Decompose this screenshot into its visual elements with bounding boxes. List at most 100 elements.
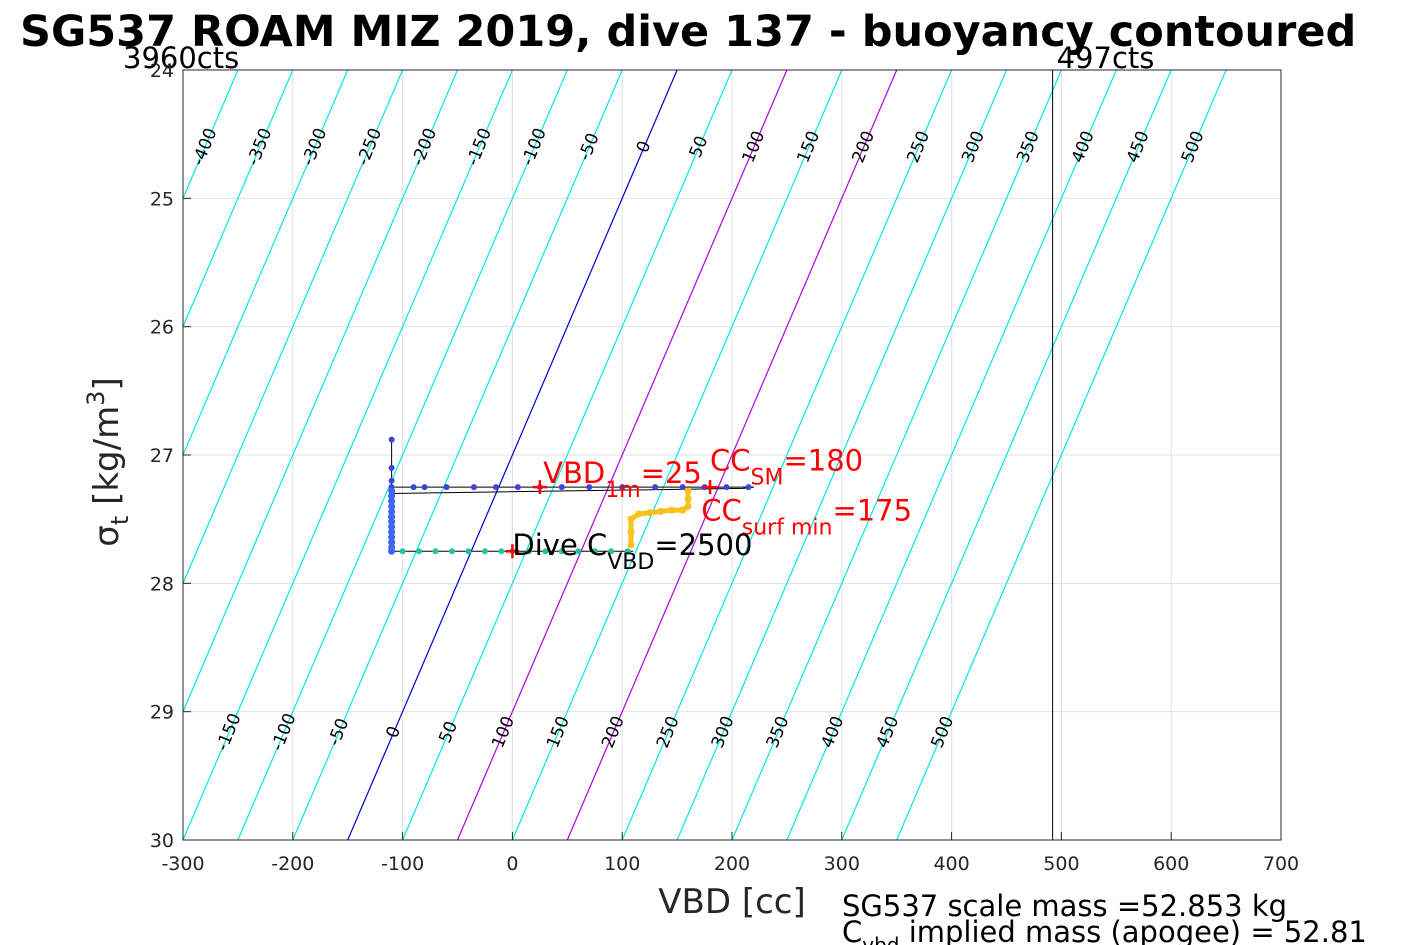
limit-lines: 3960cts 497cts xyxy=(123,41,1154,840)
contour-line xyxy=(566,70,898,840)
x-tick-label: -100 xyxy=(381,853,424,875)
data-point xyxy=(679,484,686,491)
data-point xyxy=(410,484,417,491)
annotation-sub: surf min xyxy=(742,515,833,540)
annotation-value: =180 xyxy=(783,443,863,477)
markers xyxy=(505,480,718,559)
y-axis-sup: 3 xyxy=(82,391,110,406)
contour-line xyxy=(183,70,294,329)
contour-line xyxy=(511,70,843,840)
contour-line xyxy=(292,70,623,840)
annotation-main: CC xyxy=(710,443,751,477)
footer-implied-text: implied mass (apogee) = 52.81 xyxy=(899,915,1366,945)
data-point xyxy=(558,484,565,491)
y-tick-label: 24 xyxy=(150,60,174,82)
y-tick-label: 27 xyxy=(150,445,174,467)
data-point xyxy=(591,548,598,555)
data-point xyxy=(421,484,428,491)
contour-line xyxy=(402,70,733,840)
x-axis-label: VBD [cc] xyxy=(658,882,806,922)
data-point xyxy=(388,464,395,471)
annotation-value: =2500 xyxy=(654,528,752,562)
contour-line xyxy=(347,70,678,840)
annotation-main: CC xyxy=(701,493,742,527)
annotation-sub: VBD xyxy=(607,550,654,575)
x-tick-label: 400 xyxy=(933,853,969,875)
footer-c: C xyxy=(842,915,862,945)
x-tick-label: 600 xyxy=(1153,853,1189,875)
annotation: VBD1m=25 xyxy=(543,456,702,503)
data-point xyxy=(608,548,615,555)
y-axis-unit: [kg/m xyxy=(87,406,127,516)
contour-line xyxy=(183,70,513,840)
chart-title: SG537 ROAM MIZ 2019, dive 137 - buoyancy… xyxy=(20,7,1356,57)
footer-vbd-sub: vbd xyxy=(862,933,899,945)
x-tick-label: 700 xyxy=(1263,853,1299,875)
dive-data xyxy=(388,436,755,555)
limit-label: 497cts xyxy=(1057,41,1155,75)
data-point xyxy=(416,548,423,555)
contour-line xyxy=(731,70,1062,840)
contour-line xyxy=(237,70,568,840)
y-tick-label: 26 xyxy=(150,317,174,339)
y-tick-label: 25 xyxy=(150,188,174,210)
data-point xyxy=(525,548,532,555)
data-point xyxy=(542,548,549,555)
annotation-value: =25 xyxy=(641,456,702,490)
contour-line xyxy=(456,70,788,840)
x-tick-label: 200 xyxy=(714,853,750,875)
surface-path xyxy=(628,490,691,545)
marker xyxy=(703,480,718,495)
x-tick-label: 100 xyxy=(604,853,640,875)
data-point xyxy=(432,548,439,555)
contour-line xyxy=(896,70,1227,840)
annotation-sub: 1m xyxy=(605,478,640,503)
x-tick-label: 300 xyxy=(824,853,860,875)
y-tick-label: 29 xyxy=(150,702,174,724)
x-tick-label: 500 xyxy=(1043,853,1079,875)
contour-line xyxy=(183,70,404,585)
data-point xyxy=(388,436,395,443)
marker xyxy=(505,544,520,559)
footer-scale-mass: SG537 scale mass =52.853 kg xyxy=(842,889,1287,923)
data-point xyxy=(619,484,626,491)
y-axis-close: ] xyxy=(87,377,127,390)
data-point xyxy=(470,484,477,491)
data-point xyxy=(492,484,499,491)
data-point xyxy=(558,548,565,555)
data-point xyxy=(443,484,450,491)
annotation: CCSM=180 xyxy=(710,443,863,490)
y-tick-label: 30 xyxy=(150,830,174,852)
y-tick-label: 28 xyxy=(150,573,174,595)
x-tick-label: 0 xyxy=(506,853,518,875)
contour-line xyxy=(841,70,1172,840)
y-axis-sub: t xyxy=(106,516,134,525)
data-point xyxy=(652,484,659,491)
annotation-sub: SM xyxy=(751,465,784,490)
limit-label: 3960cts xyxy=(123,41,239,75)
data-point xyxy=(498,548,505,555)
data-point xyxy=(399,548,406,555)
contour-line xyxy=(786,70,1117,840)
data-point xyxy=(388,477,395,484)
data-point xyxy=(723,484,730,491)
data-point xyxy=(575,548,582,555)
x-tick-label: -200 xyxy=(271,853,314,875)
y-axis-sigma: σ xyxy=(87,525,127,547)
marker xyxy=(532,480,547,495)
contour-line xyxy=(676,70,1008,840)
annotation: Dive CVBD=2500 xyxy=(512,528,752,575)
data-point xyxy=(449,548,456,555)
data-point xyxy=(514,484,521,491)
data-point xyxy=(586,484,593,491)
annotation-main: Dive C xyxy=(512,528,607,562)
x-tick-label: -300 xyxy=(161,853,204,875)
y-axis-label: σt [kg/m3] xyxy=(82,377,134,546)
contour-line xyxy=(621,70,953,840)
annotation-value: =175 xyxy=(832,493,912,527)
footer-implied-mass: Cvbd implied mass (apogee) = 52.81 xyxy=(842,915,1367,945)
data-point xyxy=(624,548,631,555)
data-point xyxy=(481,548,488,555)
